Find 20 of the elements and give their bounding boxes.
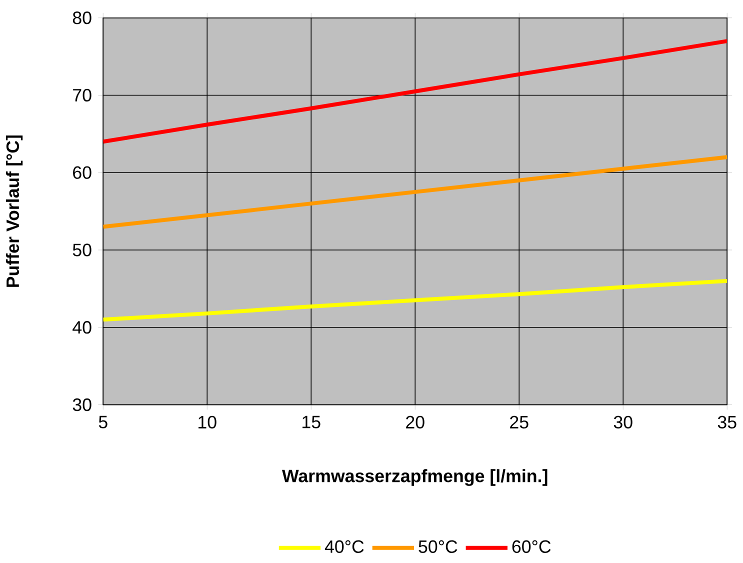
y-axis-title: Puffer Vorlauf [°C]: [6, 135, 23, 287]
y-tick-label: 80: [72, 11, 92, 24]
x-tick-label: 10: [198, 416, 216, 428]
y-tick-label: 30: [72, 398, 92, 411]
y-tick-label: 60: [73, 166, 92, 179]
x-tick-label: 30: [614, 416, 632, 428]
legend-label: 40°C: [324, 540, 364, 553]
x-tick-label: 35: [718, 416, 736, 428]
x-tick-label: 15: [302, 416, 320, 428]
y-tick-label: 50: [72, 243, 92, 256]
x-tick-label: 20: [406, 416, 424, 428]
x-tick-label: 5: [98, 416, 108, 428]
line-series: [103, 38, 728, 144]
y-tick-label: 40: [72, 320, 92, 334]
legend-label: 50°C: [418, 540, 458, 553]
line-series: [103, 278, 728, 322]
legend-label: 60°C: [512, 540, 551, 553]
y-tick-label: 70: [73, 88, 92, 102]
x-axis-title: Warmwasserzapfmenge [l/min.]: [282, 468, 548, 486]
x-tick-label: 25: [510, 416, 528, 428]
